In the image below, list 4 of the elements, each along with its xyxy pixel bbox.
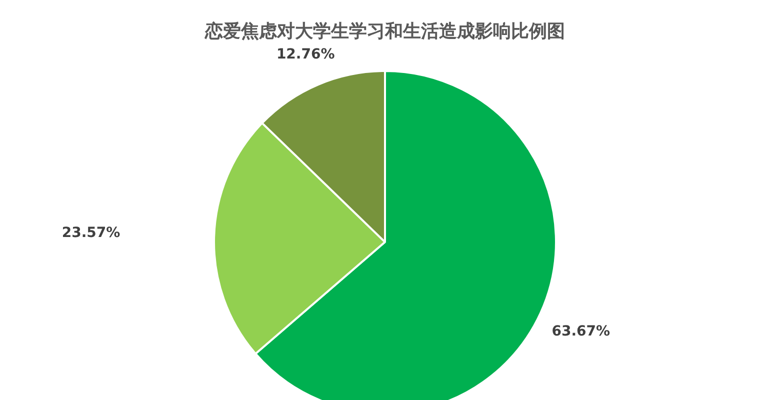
data-label: 63.67% bbox=[552, 323, 610, 340]
data-label: 12.76% bbox=[276, 46, 335, 62]
data-label: 23.57% bbox=[62, 225, 120, 242]
chart-title: 恋爱焦虑对大学生学习和生活造成影响比例图 bbox=[204, 20, 566, 44]
